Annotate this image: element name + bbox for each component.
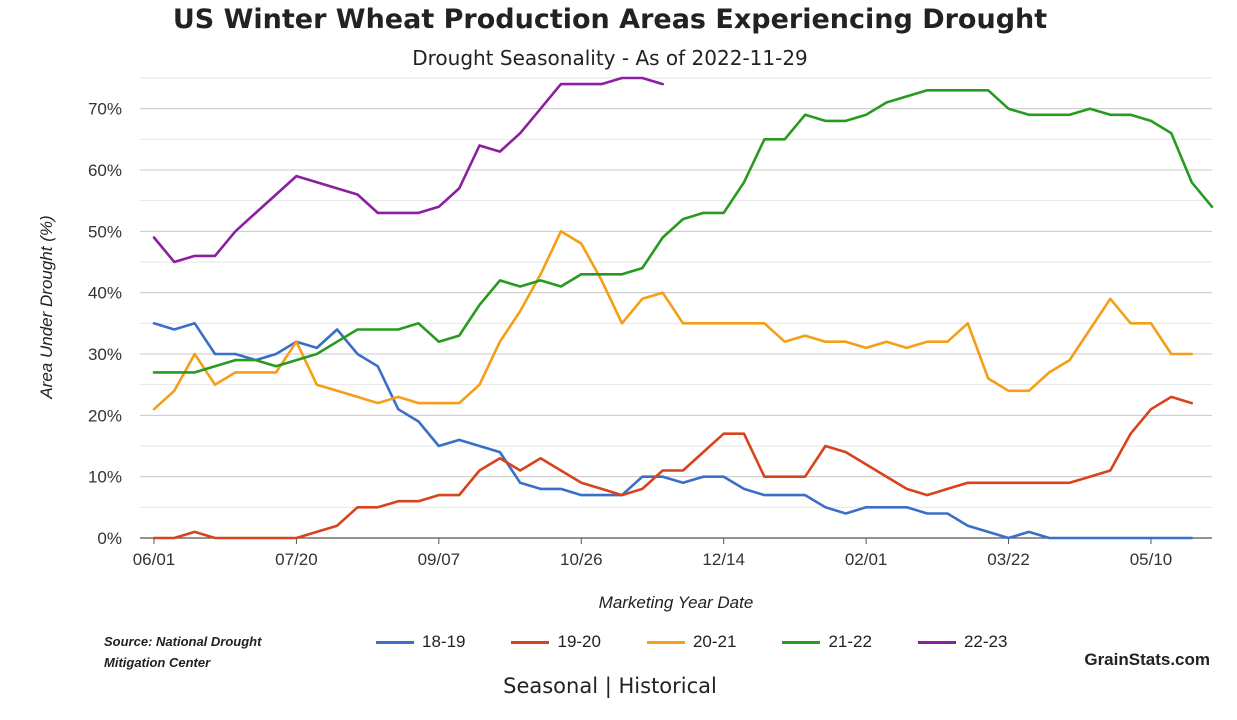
x-tick-label: 12/14	[702, 550, 745, 569]
legend-label-18-19: 18-19	[422, 632, 466, 651]
legend-swatch-21-22	[782, 640, 821, 644]
legend-swatch-18-19	[376, 640, 414, 644]
legend-label-19-20: 19-20	[557, 632, 601, 651]
series-line-18-19	[152, 321, 1193, 540]
x-tick-label: 03/22	[987, 550, 1030, 569]
y-tick-label: 30%	[88, 345, 122, 364]
source-note: Source: National Drought Mitigation Cent…	[104, 631, 261, 673]
x-tick-label: 09/07	[418, 550, 461, 569]
series-line-19-20	[152, 395, 1193, 540]
legend-label-20-21: 20-21	[692, 632, 737, 651]
legend-item-20-21[interactable]: 20-21	[646, 632, 737, 652]
chart-title: US Winter Wheat Production Areas Experie…	[172, 4, 1048, 35]
toggle-separator: |	[604, 674, 612, 698]
historical-link[interactable]: Historical	[618, 674, 717, 698]
seasonal-link[interactable]: Seasonal	[503, 674, 599, 698]
x-tick-label: 02/01	[845, 550, 888, 569]
legend-label-21-22: 21-22	[828, 632, 872, 651]
grid-lines	[140, 77, 1212, 508]
x-axis-label: Marketing Year Date	[599, 593, 754, 612]
legend-label-22-23: 22-23	[963, 632, 1008, 651]
legend-item-22-23[interactable]: 22-23	[917, 632, 1008, 652]
legend-item-21-22[interactable]: 21-22	[782, 632, 872, 652]
y-tick-label: 0%	[97, 529, 122, 548]
x-tick-label: 05/10	[1130, 550, 1173, 569]
source-line-2: Mitigation Center	[104, 655, 211, 670]
legend-swatch-19-20	[511, 640, 550, 644]
y-tick-label: 10%	[88, 468, 122, 487]
y-tick-label: 50%	[88, 222, 122, 241]
y-tick-label: 60%	[88, 161, 122, 180]
series-line-21-22	[152, 89, 1214, 374]
brand-label: GrainStats.com	[1084, 650, 1210, 669]
x-tick-label: 07/20	[275, 550, 318, 569]
y-tick-label: 40%	[88, 284, 122, 303]
x-tick-label: 10/26	[560, 550, 603, 569]
y-tick-label: 70%	[88, 100, 122, 119]
series-line-20-21	[152, 230, 1193, 411]
y-axis-label: Area Under Drought (%)	[37, 215, 56, 399]
legend-swatch-22-23	[917, 640, 956, 644]
series-line-22-23	[152, 76, 665, 264]
legend-swatch-20-21	[646, 640, 685, 644]
tick-labels: 0% 10% 20% 30% 40% 50% 60% 70% 06/01 07/20 09/07 10…	[88, 100, 1172, 569]
y-tick-label: 20%	[88, 406, 122, 425]
legend-item-18-19[interactable]: 18-19	[376, 632, 465, 652]
view-toggle: Seasonal | Historical	[0, 674, 1220, 698]
chart-subtitle: Drought Seasonality - As of 2022-11-29	[412, 46, 808, 70]
legend-item-19-20[interactable]: 19-20	[511, 632, 601, 652]
legend: 18-19 19-20 20-21 21-22 22-23	[376, 632, 1053, 652]
source-line-1: Source: National Drought	[104, 634, 262, 649]
x-tick-label: 06/01	[133, 550, 176, 569]
series-lines	[152, 76, 1214, 540]
